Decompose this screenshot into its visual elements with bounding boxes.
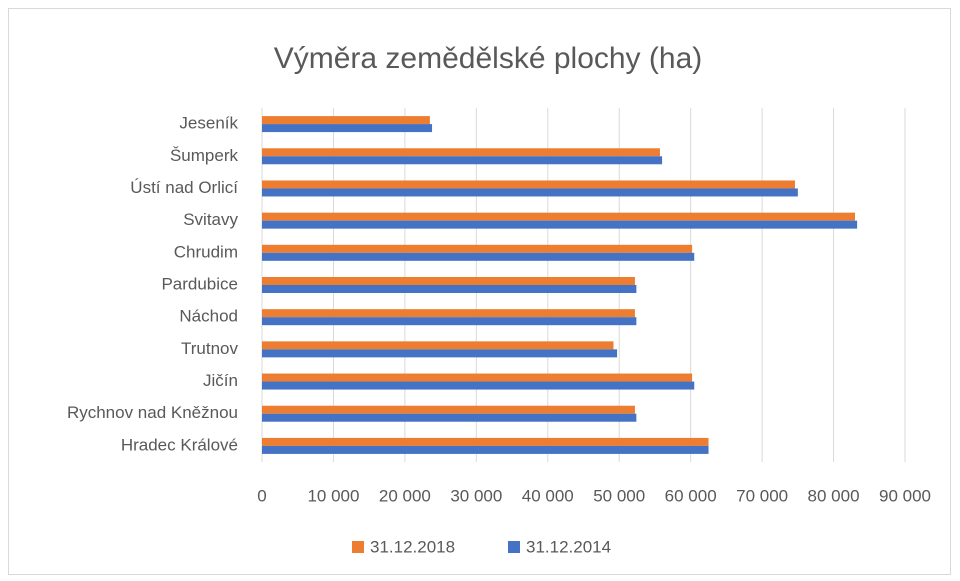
- bar: [262, 373, 693, 382]
- bar: [262, 317, 637, 326]
- bar: [262, 285, 637, 293]
- y-tick-label: Chrudim: [174, 242, 238, 261]
- y-tick-label: Jeseník: [179, 114, 238, 133]
- bar: [262, 124, 433, 133]
- bar: [262, 116, 430, 125]
- bar: [262, 156, 663, 165]
- legend-swatch: [508, 541, 520, 553]
- legend-label: 31.12.2018: [370, 537, 455, 556]
- bar: [262, 341, 614, 350]
- bar: [262, 244, 693, 253]
- bar: [262, 309, 635, 318]
- chart-title: Výměra zemědělské plochy (ha): [274, 42, 703, 75]
- bar: [262, 148, 660, 157]
- x-tick-label: 80 000: [808, 486, 860, 505]
- bar: [262, 349, 618, 358]
- y-tick-label: Pardubice: [161, 274, 238, 293]
- x-tick-label: 20 000: [379, 486, 431, 505]
- legend-swatch: [352, 541, 364, 553]
- x-tick-label: 90 000: [879, 486, 931, 505]
- bar: [262, 381, 695, 390]
- bar: [262, 445, 709, 454]
- x-tick-label: 10 000: [307, 486, 359, 505]
- y-tick-label: Náchod: [179, 307, 238, 326]
- x-tick-label: 30 000: [450, 486, 502, 505]
- legend-label: 31.12.2014: [526, 537, 611, 556]
- bar: [262, 252, 695, 261]
- x-tick-label: 40 000: [522, 486, 574, 505]
- bar: [262, 437, 709, 446]
- bar: [262, 212, 855, 221]
- bar: [262, 220, 858, 229]
- bar: [262, 413, 637, 422]
- y-tick-label: Trutnov: [181, 339, 239, 358]
- bar: [262, 180, 795, 189]
- x-tick-label: 0: [257, 486, 266, 505]
- bar: [262, 188, 798, 197]
- bar: [262, 277, 635, 285]
- x-tick-label: 50 000: [593, 486, 645, 505]
- y-tick-label: Šumperk: [170, 146, 239, 165]
- x-tick-label: 70 000: [736, 486, 788, 505]
- x-tick-label: 60 000: [665, 486, 717, 505]
- y-tick-label: Jičín: [203, 371, 238, 390]
- y-tick-label: Ústí nad Orlicí: [130, 178, 238, 197]
- y-tick-label: Rychnov nad Kněžnou: [67, 403, 238, 422]
- bar: [262, 405, 635, 414]
- y-tick-label: Hradec Králové: [121, 435, 238, 454]
- y-tick-label: Svitavy: [183, 210, 238, 229]
